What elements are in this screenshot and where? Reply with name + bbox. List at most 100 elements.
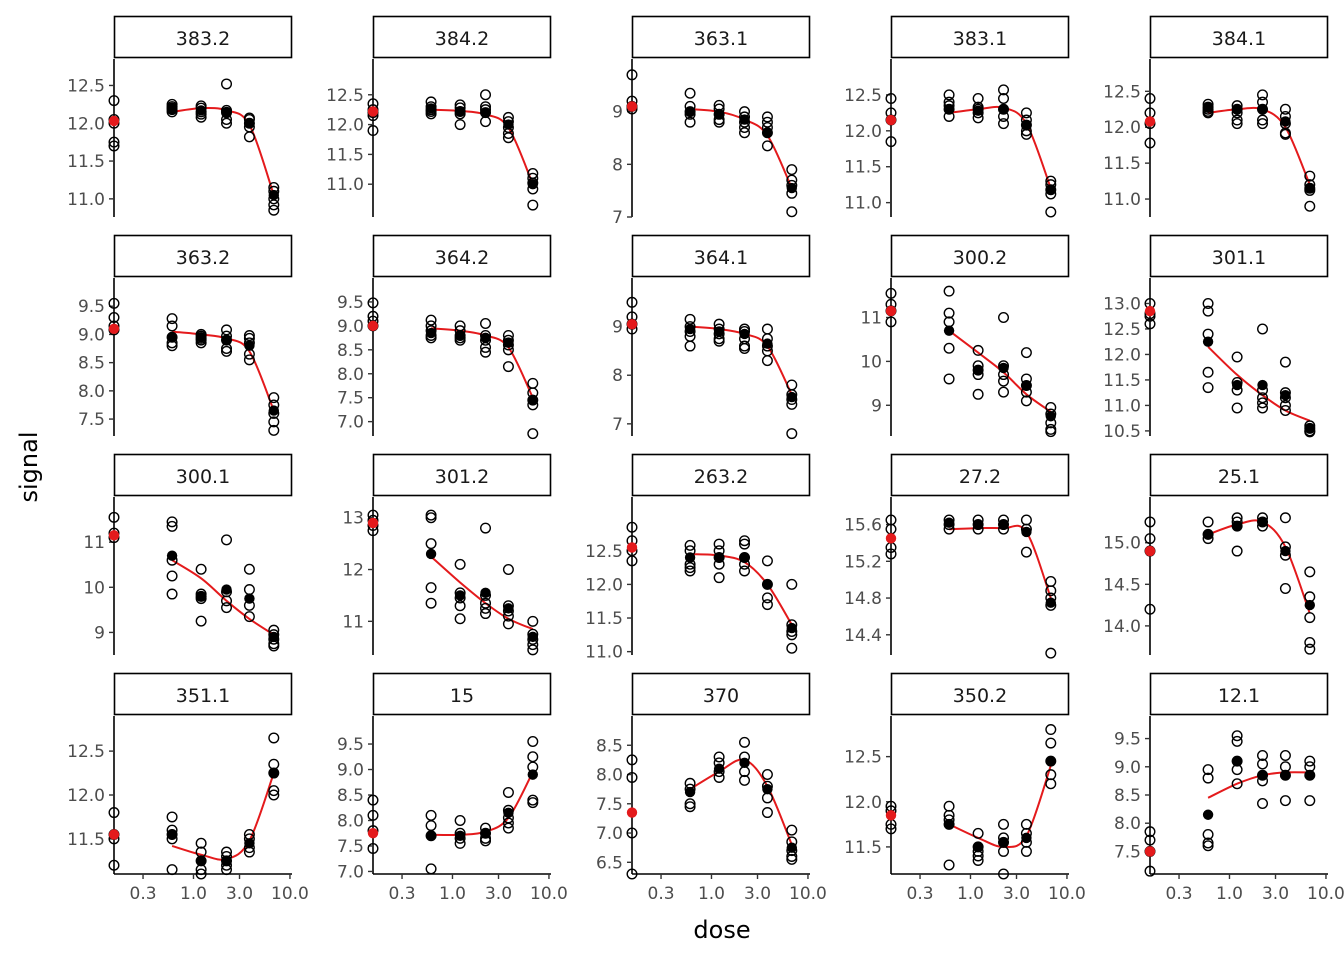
mean-point <box>1257 379 1268 391</box>
observation-point <box>527 428 539 440</box>
mean-point <box>786 842 797 853</box>
control-mean-point <box>1144 305 1156 317</box>
observation-point <box>1279 399 1291 411</box>
observation-point <box>1279 356 1291 368</box>
observation-point <box>786 824 798 836</box>
observation-point <box>1304 566 1316 578</box>
observation-point <box>480 602 492 614</box>
observation-point <box>1231 351 1243 363</box>
facet-panel: 351.1 11.5 12.0 12.5 0.3 1.0 3.0 10.0 <box>67 672 309 904</box>
y-tick-label: 8 <box>612 366 623 386</box>
x-tick-label: 10.0 <box>271 884 309 904</box>
observation-point <box>739 774 751 786</box>
mean-point <box>713 109 725 120</box>
facet-panel: 363.1 7 8 9 <box>612 15 811 228</box>
observation-point <box>943 307 955 319</box>
observation-point <box>626 827 638 839</box>
observation-point <box>108 807 120 819</box>
mean-point <box>786 391 797 403</box>
facet-title: 363.2 <box>176 247 230 269</box>
observation-point <box>268 640 280 652</box>
observation-point <box>998 818 1010 830</box>
mean-point <box>762 783 773 795</box>
observation-point <box>998 84 1010 96</box>
observation-point <box>425 863 437 875</box>
y-tick-label: 9 <box>612 318 623 338</box>
mean-point <box>425 327 437 339</box>
observation-point <box>454 814 466 826</box>
observation-point <box>1279 750 1291 762</box>
observation-point <box>425 314 437 326</box>
mean-point <box>684 786 696 798</box>
facet-title: 263.2 <box>694 466 748 488</box>
facet-panel: 12.1 7.5 8.0 8.5 9.0 9.5 0.3 1.0 3.0 10.0 <box>1114 672 1344 904</box>
y-tick-label: 7.0 <box>337 862 364 882</box>
observation-point <box>1257 397 1269 409</box>
x-tick-label: 0.3 <box>907 884 934 904</box>
control-mean-point <box>885 114 897 126</box>
facet-strip <box>631 672 811 716</box>
y-tick-label: 8.5 <box>1114 786 1141 806</box>
observation-point <box>166 588 178 600</box>
observation-point <box>626 296 638 308</box>
y-tick-label: 10.5 <box>1103 422 1141 442</box>
observation-point <box>367 297 379 309</box>
y-tick-label: 11.5 <box>1103 371 1141 391</box>
facet-title: 383.1 <box>953 28 1007 50</box>
mean-point <box>1045 597 1056 608</box>
mean-point <box>1202 529 1214 540</box>
mean-point <box>195 332 207 343</box>
observation-point <box>268 392 280 404</box>
y-tick-label: 12.0 <box>844 793 882 813</box>
y-tick-label: 12.5 <box>844 748 882 768</box>
facet-panel: 383.2 11.0 11.5 12.0 12.5 <box>67 15 293 217</box>
facet-strip <box>113 672 293 716</box>
observation-point <box>998 92 1010 104</box>
observation-point <box>885 316 897 328</box>
mean-point <box>1021 832 1032 844</box>
observation-point <box>502 817 514 829</box>
x-tick-label: 10.0 <box>1307 884 1344 904</box>
observation-point <box>1304 170 1316 182</box>
observation-point <box>998 386 1010 398</box>
facet-title: 25.1 <box>1218 466 1260 488</box>
observation-point <box>454 119 466 131</box>
observation-point <box>998 375 1010 387</box>
observation-point <box>786 164 798 176</box>
observation-point <box>885 548 897 560</box>
y-tick-label: 11.5 <box>67 830 105 850</box>
observation-point <box>425 820 437 832</box>
observation-point <box>454 558 466 570</box>
observation-point <box>425 512 437 524</box>
observation-point <box>739 538 751 550</box>
mean-point <box>221 106 232 118</box>
facet-title: 363.1 <box>694 28 748 50</box>
mean-point <box>762 127 773 138</box>
facet-title: 364.2 <box>435 247 489 269</box>
observation-point <box>1202 764 1214 776</box>
facet-panel: 300.1 9 10 11 <box>83 453 293 655</box>
control-mean-point <box>626 807 638 818</box>
x-tick-label: 1.0 <box>1216 884 1243 904</box>
observation-point <box>713 771 725 783</box>
observation-point <box>943 342 955 354</box>
x-tick-label: 3.0 <box>1003 884 1030 904</box>
mean-point <box>684 106 696 117</box>
y-tick-label: 12 <box>342 561 364 581</box>
y-tick-label: 9.5 <box>337 735 364 755</box>
mean-point <box>943 325 955 336</box>
mean-point <box>221 334 232 346</box>
observation-point <box>166 811 178 823</box>
y-tick-label: 11.0 <box>844 194 882 214</box>
observation-point <box>166 520 178 532</box>
mean-point <box>739 552 750 563</box>
observation-point <box>1279 795 1291 807</box>
control-mean-point <box>367 828 379 839</box>
y-tick-label: 12.5 <box>585 542 623 562</box>
observation-point <box>502 786 514 798</box>
mean-point <box>1304 770 1315 781</box>
facet-title: 370 <box>703 685 739 707</box>
mean-point <box>739 114 750 125</box>
facet-panel: 370 6.5 7.0 7.5 8.0 8.5 0.3 1.0 3.0 10.0 <box>596 672 827 904</box>
mean-point <box>527 179 538 190</box>
